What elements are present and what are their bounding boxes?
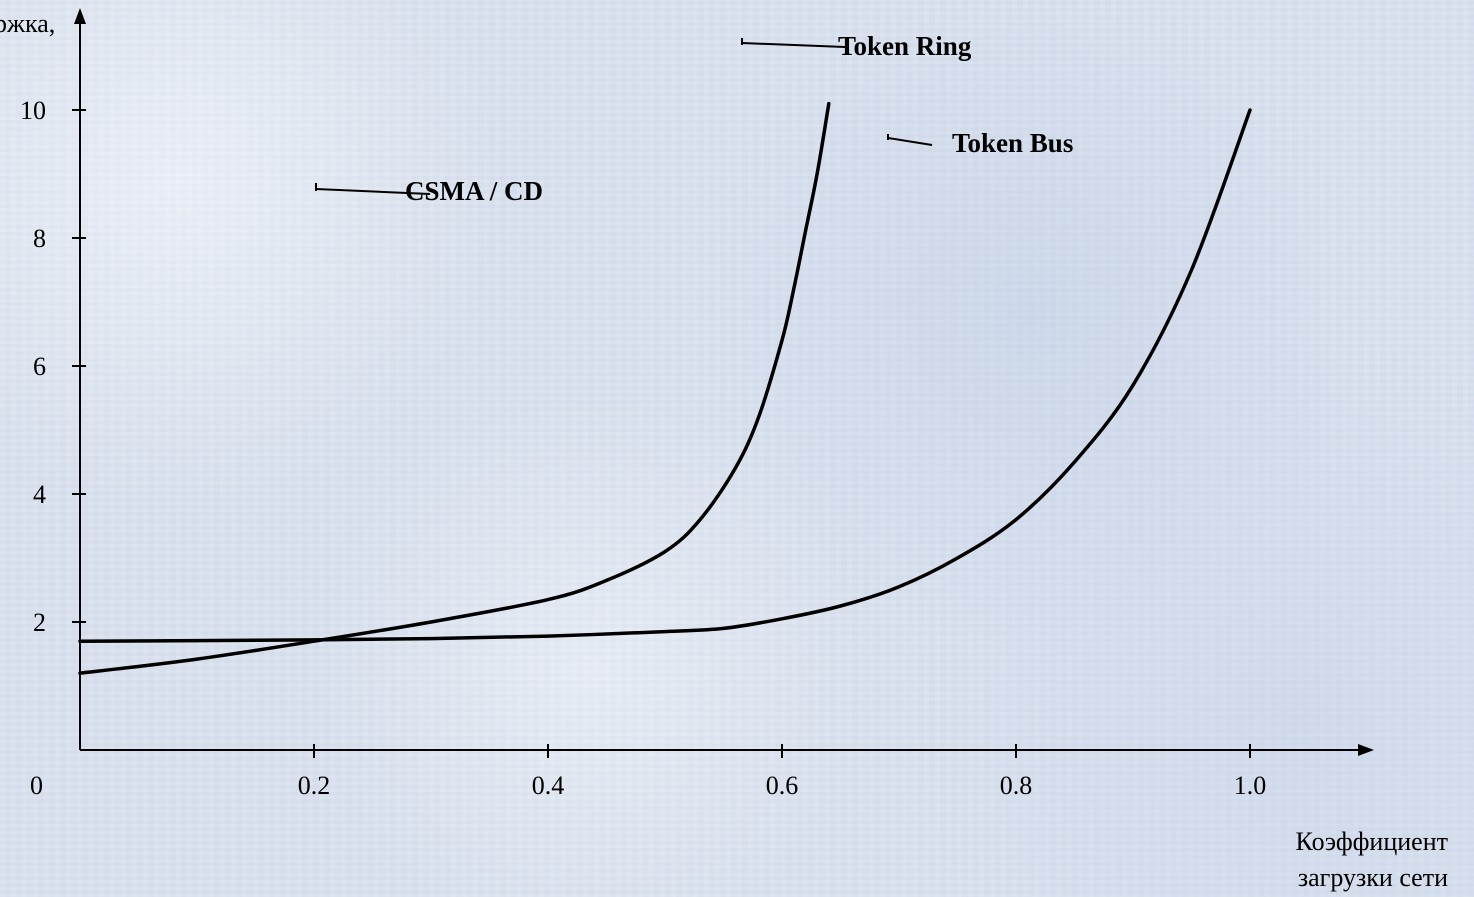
x-tick-label: 0.4 bbox=[532, 771, 565, 800]
x-tick-label: 0.2 bbox=[298, 771, 331, 800]
series-line-1 bbox=[78, 108, 1252, 643]
annotation-csma-cd: CSMA / CD bbox=[405, 176, 543, 206]
y-tick-label: 10 bbox=[20, 96, 46, 125]
axes bbox=[74, 8, 1374, 756]
annotation-token-bus: Token Bus bbox=[952, 128, 1073, 158]
x-axis-label-line-2: загрузки сети bbox=[1298, 863, 1448, 892]
y-axis-arrow bbox=[74, 8, 86, 24]
token-bus-leader-line bbox=[887, 137, 933, 146]
y-tick-label: 2 bbox=[33, 608, 46, 637]
y-tick-label: 4 bbox=[33, 480, 46, 509]
annotation-token-ring: Token Ring bbox=[838, 31, 972, 61]
csma-cd-leader-line bbox=[315, 188, 431, 195]
y-axis-label: ржка, bbox=[0, 9, 55, 38]
annotations: Token Ring Token Bus CSMA / CD bbox=[315, 31, 1073, 206]
x-tick-label: 0.8 bbox=[1000, 771, 1033, 800]
x-tick-label: 0.6 bbox=[766, 771, 799, 800]
x-axis-arrow bbox=[1358, 744, 1374, 756]
y-tick-label: 6 bbox=[33, 352, 46, 381]
x-axis-label-line-1: Коэффициент bbox=[1296, 827, 1448, 856]
origin-label: 0 bbox=[30, 771, 43, 800]
y-tick-label: 8 bbox=[33, 224, 46, 253]
x-tick-label: 1.0 bbox=[1234, 771, 1267, 800]
ticks: 0.2 0.4 0.6 0.8 1.0 2 4 6 8 10 bbox=[20, 96, 1266, 800]
series-lines bbox=[78, 101, 1252, 675]
token-ring-leader-line bbox=[741, 42, 846, 48]
